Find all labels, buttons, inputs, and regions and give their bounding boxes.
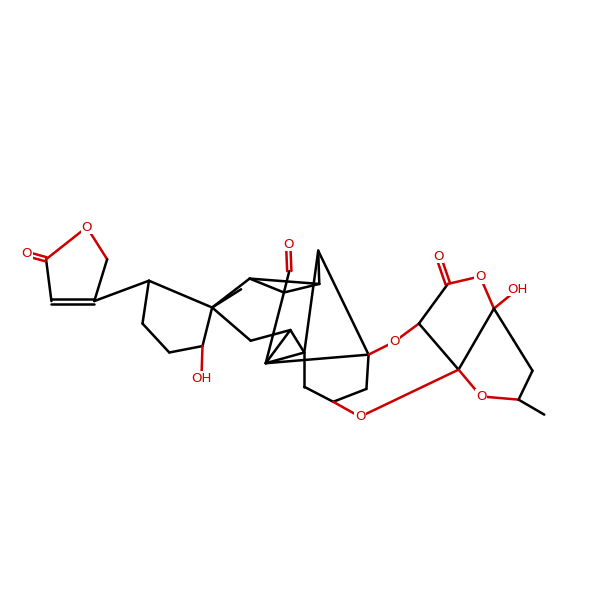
Text: O: O — [22, 247, 32, 260]
Text: O: O — [476, 390, 487, 403]
Text: OH: OH — [191, 372, 212, 385]
Text: O: O — [355, 410, 365, 423]
Text: O: O — [389, 335, 400, 348]
Text: OH: OH — [508, 283, 527, 296]
Text: O: O — [283, 238, 293, 251]
Text: O: O — [433, 250, 443, 263]
Text: O: O — [82, 221, 92, 233]
Text: O: O — [475, 270, 485, 283]
